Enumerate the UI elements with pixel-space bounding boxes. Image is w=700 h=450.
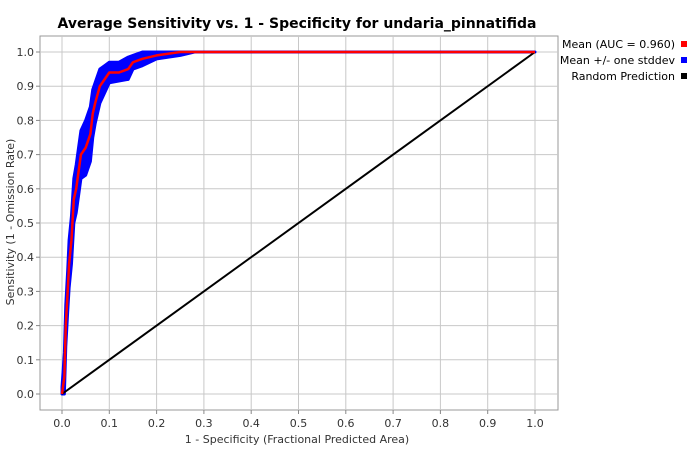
y-tick-label: 0.0 — [17, 388, 35, 401]
x-axis-label: 1 - Specificity (Fractional Predicted Ar… — [185, 433, 409, 446]
legend-item-stddev-swatch — [681, 57, 687, 63]
y-tick-label: 0.4 — [17, 251, 35, 264]
x-tick-label: 1.0 — [526, 417, 544, 430]
grid-lines — [40, 36, 558, 410]
y-tick-label: 1.0 — [17, 46, 35, 59]
x-axis-ticks: 0.0 0.1 0.2 0.3 0.4 0.5 0.6 0.7 0.8 0.9 1.0 — [53, 410, 544, 430]
legend-item-random-label: Random Prediction — [571, 70, 675, 83]
y-tick-label: 0.2 — [17, 320, 35, 333]
x-tick-label: 0.9 — [479, 417, 497, 430]
x-tick-label: 0.2 — [148, 417, 166, 430]
y-tick-label: 0.8 — [17, 114, 35, 127]
x-tick-label: 0.6 — [337, 417, 355, 430]
series-line-layer — [60, 50, 536, 395]
x-tick-label: 0.5 — [290, 417, 308, 430]
legend-item-stddev-label: Mean +/- one stddev — [560, 54, 676, 67]
y-tick-label: 0.5 — [17, 217, 35, 230]
chart-title: Average Sensitivity vs. 1 - Specificity … — [58, 16, 537, 32]
y-tick-label: 0.3 — [17, 285, 35, 298]
y-axis-label: Sensitivity (1 - Omission Rate) — [4, 139, 17, 306]
legend-item-mean-swatch — [681, 41, 687, 47]
x-tick-label: 0.8 — [432, 417, 450, 430]
legend-item-mean-label: Mean (AUC = 0.960) — [562, 38, 675, 51]
y-axis-ticks: 0.0 0.1 0.2 0.3 0.4 0.5 0.6 0.7 0.8 0.9 1.0 — [17, 46, 40, 401]
x-tick-label: 0.7 — [384, 417, 402, 430]
y-tick-label: 0.7 — [17, 149, 35, 162]
x-tick-label: 0.1 — [101, 417, 119, 430]
x-tick-label: 0.3 — [195, 417, 213, 430]
x-tick-label: 0.4 — [242, 417, 260, 430]
y-tick-label: 0.9 — [17, 80, 35, 93]
random-prediction-line — [61, 51, 536, 395]
y-tick-label: 0.6 — [17, 183, 35, 196]
y-tick-label: 0.1 — [17, 354, 35, 367]
legend: Mean (AUC = 0.960) Mean +/- one stddev Ran… — [560, 38, 687, 83]
x-tick-label: 0.0 — [53, 417, 71, 430]
mean-line — [60, 50, 535, 395]
legend-item-random-swatch — [681, 73, 687, 79]
